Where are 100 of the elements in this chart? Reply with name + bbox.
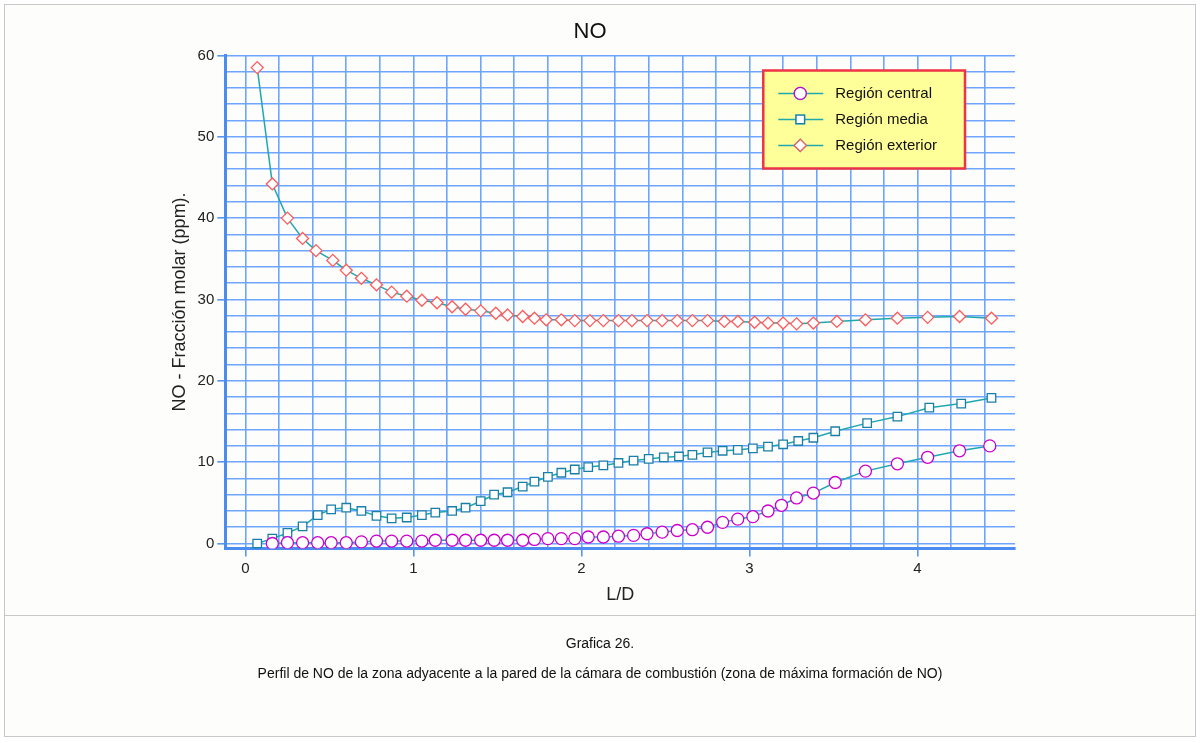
y-tick-label: 10 bbox=[197, 452, 215, 470]
point bbox=[655, 313, 669, 328]
legend-label: Región media bbox=[835, 109, 929, 127]
point bbox=[640, 313, 654, 328]
point bbox=[445, 533, 459, 547]
point bbox=[776, 316, 790, 330]
point bbox=[655, 525, 669, 539]
point bbox=[447, 506, 458, 516]
point bbox=[371, 510, 382, 521]
point bbox=[474, 304, 488, 318]
point bbox=[312, 510, 323, 520]
text: Perfil de NO de la zona adyacente a la pared de la cámara de combustión (zona de máxima formación de NO) bbox=[256, 665, 944, 681]
point bbox=[356, 506, 367, 516]
point bbox=[670, 313, 684, 328]
point bbox=[774, 498, 789, 512]
point bbox=[674, 451, 684, 462]
point bbox=[415, 293, 429, 307]
text: Grafica 26. bbox=[564, 635, 636, 651]
point bbox=[892, 411, 903, 422]
point bbox=[569, 464, 580, 475]
point bbox=[384, 534, 399, 548]
x-tick-label: 4 bbox=[913, 558, 922, 576]
point bbox=[539, 313, 553, 327]
point bbox=[326, 253, 340, 268]
point bbox=[670, 523, 684, 538]
point bbox=[717, 314, 731, 329]
point bbox=[984, 311, 999, 325]
point bbox=[474, 533, 488, 547]
point bbox=[732, 445, 743, 455]
point bbox=[527, 311, 542, 325]
point bbox=[581, 530, 595, 544]
point bbox=[280, 536, 295, 549]
point bbox=[354, 271, 369, 285]
point bbox=[326, 504, 337, 515]
point bbox=[731, 512, 745, 526]
point bbox=[516, 533, 530, 547]
point bbox=[500, 308, 515, 322]
point bbox=[527, 532, 542, 547]
point bbox=[339, 263, 353, 277]
point bbox=[806, 486, 821, 500]
point bbox=[458, 302, 473, 316]
point bbox=[295, 536, 310, 549]
point bbox=[489, 306, 503, 320]
point bbox=[828, 475, 842, 490]
point bbox=[717, 445, 728, 456]
point bbox=[685, 313, 700, 328]
point bbox=[789, 317, 804, 331]
point bbox=[747, 315, 762, 329]
point bbox=[341, 502, 352, 513]
point bbox=[763, 441, 773, 452]
point bbox=[596, 530, 610, 544]
point bbox=[430, 296, 444, 310]
point bbox=[568, 531, 582, 546]
point bbox=[700, 313, 715, 328]
x-tick-label: 3 bbox=[745, 558, 754, 576]
point bbox=[920, 310, 935, 325]
point bbox=[400, 289, 414, 303]
point bbox=[747, 443, 758, 454]
point bbox=[956, 398, 967, 409]
point bbox=[658, 452, 669, 463]
point bbox=[789, 491, 804, 505]
point bbox=[598, 460, 609, 471]
point bbox=[830, 426, 841, 437]
point bbox=[265, 177, 279, 191]
legend-label: Región exterior bbox=[835, 135, 937, 153]
point bbox=[475, 496, 486, 507]
point bbox=[700, 520, 715, 534]
point bbox=[280, 211, 295, 225]
point bbox=[445, 300, 459, 314]
point bbox=[487, 533, 501, 547]
point bbox=[952, 444, 967, 458]
point bbox=[625, 313, 639, 328]
point bbox=[386, 513, 397, 524]
point bbox=[952, 309, 967, 324]
point bbox=[715, 515, 730, 530]
point bbox=[309, 244, 323, 258]
point bbox=[460, 502, 471, 513]
x-axis-title: L/D bbox=[606, 584, 635, 605]
point bbox=[311, 536, 325, 549]
point bbox=[640, 527, 654, 541]
y-tick-label: 40 bbox=[197, 208, 215, 226]
point bbox=[643, 454, 654, 464]
point bbox=[746, 510, 760, 524]
point bbox=[611, 529, 626, 543]
point bbox=[430, 507, 441, 518]
legend-label: Región central bbox=[835, 83, 933, 101]
point bbox=[685, 523, 700, 537]
y-tick-label: 50 bbox=[197, 126, 215, 144]
point bbox=[731, 314, 745, 329]
point bbox=[862, 418, 873, 429]
point bbox=[554, 313, 568, 327]
point bbox=[626, 528, 641, 543]
y-tick-label: 20 bbox=[197, 370, 215, 388]
point bbox=[596, 313, 610, 328]
point bbox=[517, 481, 528, 492]
point bbox=[554, 531, 568, 546]
point bbox=[369, 534, 384, 548]
point bbox=[416, 510, 427, 520]
point bbox=[428, 533, 442, 547]
point bbox=[458, 533, 473, 547]
